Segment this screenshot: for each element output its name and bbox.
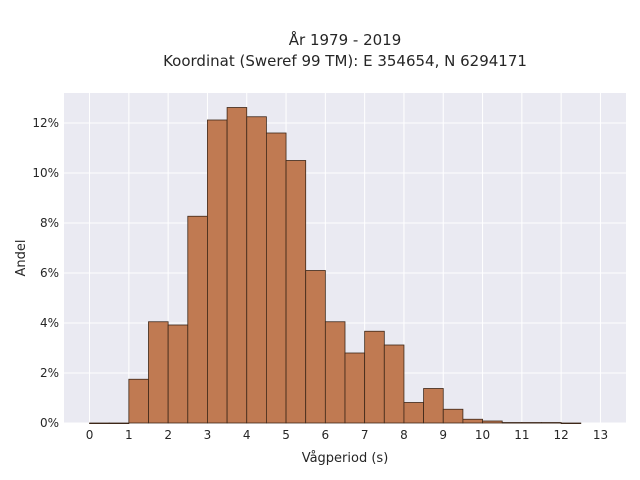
histogram-bar: [541, 422, 562, 424]
x-tick-label: 12: [554, 428, 569, 442]
histogram-bar: [187, 215, 208, 424]
histogram-bar: [344, 352, 366, 424]
histogram-bar: [128, 378, 149, 424]
histogram-bar: [89, 422, 110, 425]
histogram-bar: [285, 160, 307, 424]
y-axis-label: Andel: [14, 240, 29, 277]
histogram-bar: [501, 422, 523, 424]
histogram-bar: [521, 422, 542, 424]
x-tick-label: 13: [593, 428, 608, 442]
histogram-bar: [148, 321, 169, 424]
x-tick-label: 4: [243, 428, 251, 442]
histogram-bar: [167, 324, 189, 424]
x-tick-label: 9: [439, 428, 447, 442]
y-tick-label: 12%: [32, 116, 59, 130]
histogram-bars: [89, 107, 582, 425]
x-tick-label: 6: [322, 428, 330, 442]
histogram-bar: [364, 330, 385, 424]
chart-title-line2: Koordinat (Sweref 99 TM): E 354654, N 62…: [163, 52, 527, 70]
y-tick-label: 6%: [40, 266, 59, 280]
x-tick-label: 2: [164, 428, 172, 442]
histogram-bar: [246, 116, 267, 424]
histogram-bar: [226, 107, 248, 424]
histogram-bar: [423, 388, 444, 424]
x-tick-label: 8: [400, 428, 408, 442]
x-tick-label: 7: [361, 428, 369, 442]
x-tick-label: 0: [86, 428, 94, 442]
histogram-bar: [560, 422, 582, 425]
histogram-bar: [265, 132, 287, 424]
y-tick-label: 4%: [40, 316, 59, 330]
x-tick-label: 5: [282, 428, 290, 442]
histogram-bar: [462, 418, 483, 424]
x-axis-label: Vågperiod (s): [302, 451, 389, 466]
histogram-bar: [383, 344, 405, 424]
histogram-bar: [482, 420, 503, 424]
y-tick-label: 0%: [40, 416, 59, 430]
chart-title-line1: År 1979 - 2019: [289, 30, 402, 49]
y-tick-label: 2%: [40, 366, 59, 380]
histogram-bar: [305, 270, 326, 424]
x-tick-label: 1: [125, 428, 133, 442]
y-tick-label: 10%: [32, 166, 59, 180]
x-axis-ticks: 0 1 2 3 4 5 6 7 8 9 10 11 12 13: [86, 428, 608, 442]
histogram-bar: [108, 422, 130, 425]
histogram-bar: [207, 119, 228, 424]
histogram-bar: [442, 408, 464, 424]
x-tick-label: 11: [514, 428, 529, 442]
x-tick-label: 3: [204, 428, 212, 442]
y-tick-label: 8%: [40, 216, 59, 230]
histogram-bar: [324, 321, 346, 424]
y-axis-ticks: 0% 2% 4% 6% 8% 10% 12%: [32, 116, 59, 430]
histogram-bar: [403, 402, 425, 424]
x-tick-label: 10: [475, 428, 490, 442]
